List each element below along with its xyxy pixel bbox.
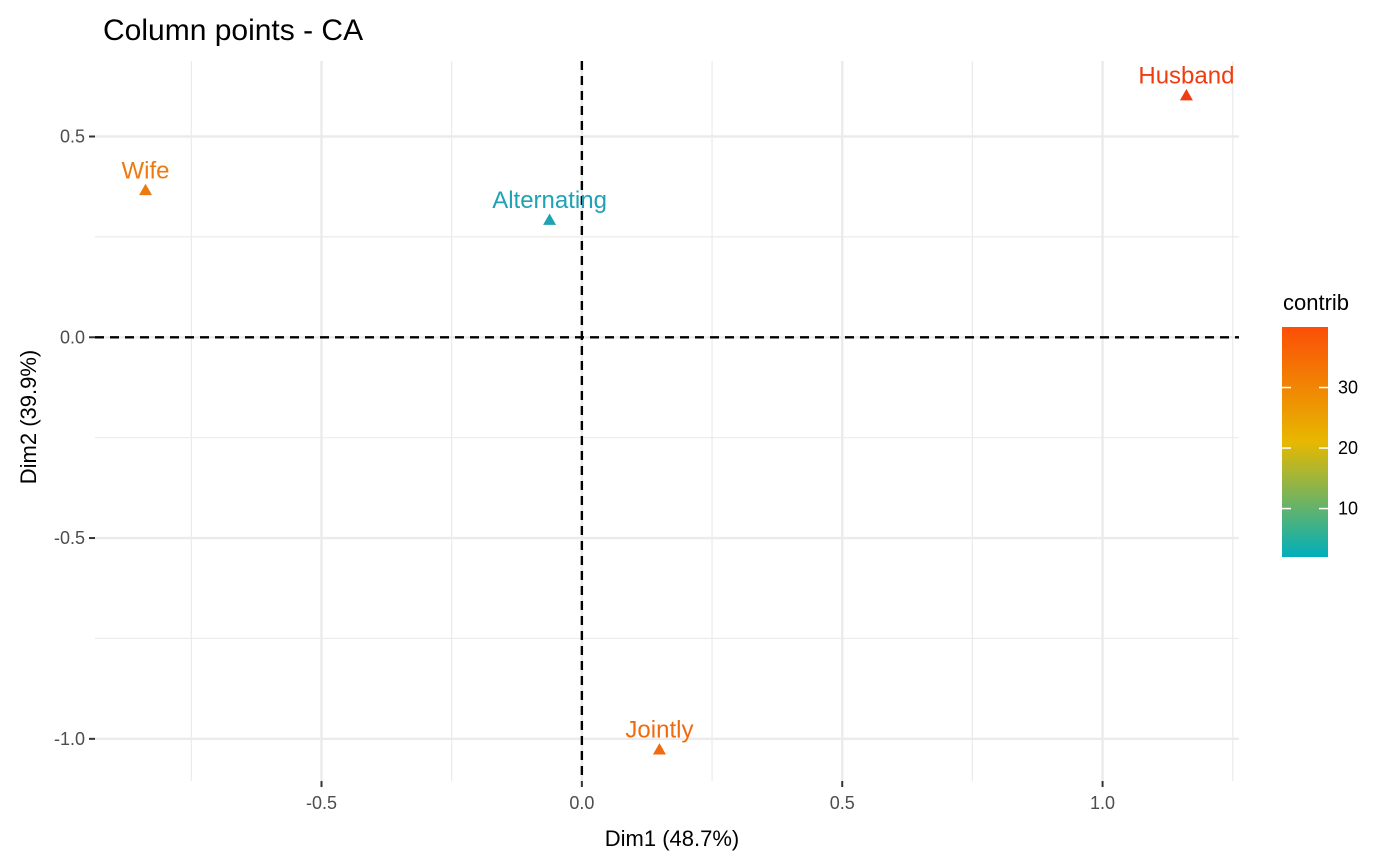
point-marker: [652, 743, 666, 755]
chart-title: Column points - CA: [103, 14, 363, 47]
point-label: Wife: [122, 157, 170, 184]
point-label: Alternating: [492, 187, 607, 214]
y-tick-label: 0.5: [60, 126, 85, 146]
legend-tick-label: 20: [1338, 438, 1358, 458]
point-marker: [543, 213, 557, 225]
x-tick-label: 1.0: [1090, 793, 1115, 813]
point-label: Husband: [1138, 63, 1234, 90]
y-tick-label: -1.0: [54, 729, 85, 749]
y-tick-label: -0.5: [54, 528, 85, 548]
point-marker: [1179, 89, 1193, 101]
point-marker: [139, 183, 153, 196]
x-axis-title: Dim1 (48.7%): [605, 826, 739, 851]
x-tick-label: 0.5: [830, 793, 855, 813]
legend-title: contrib: [1283, 290, 1349, 315]
x-tick-label: -0.5: [306, 793, 337, 813]
legend: contrib 10 20 30: [1282, 290, 1358, 557]
legend-colorbar: [1282, 327, 1328, 557]
y-tick-label: 0.0: [60, 327, 85, 347]
point-label: Jointly: [625, 717, 693, 744]
grid: [95, 61, 1239, 781]
x-tick-label: 0.0: [569, 793, 594, 813]
y-axis-title: Dim2 (39.9%): [16, 350, 41, 484]
legend-tick-label: 10: [1338, 499, 1358, 519]
legend-tick-label: 30: [1338, 378, 1358, 398]
axes: -0.5 0.0 0.5 1.0 0.5 0.0 -0.5 -1.0: [54, 61, 1239, 813]
points: Wife Alternating Husband Jointly: [122, 63, 1234, 755]
